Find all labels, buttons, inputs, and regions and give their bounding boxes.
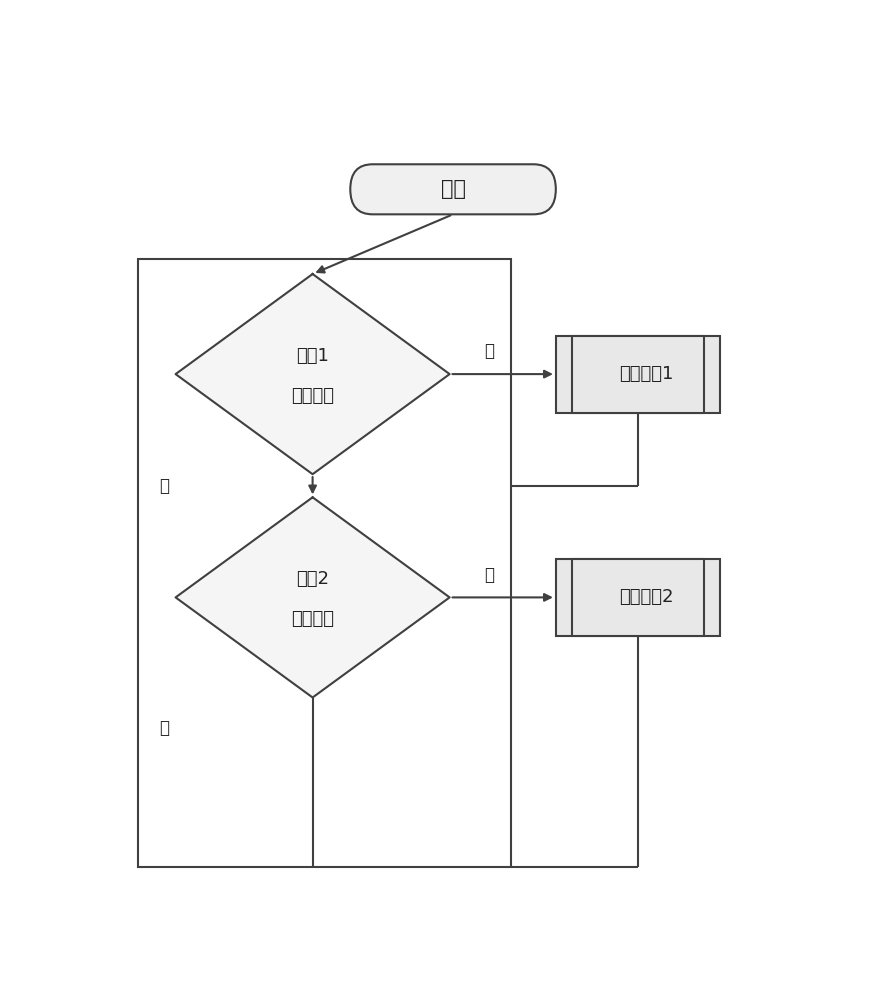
- Text: 否: 否: [159, 719, 169, 737]
- Text: 是: 是: [484, 342, 494, 360]
- Bar: [556, 336, 720, 413]
- Text: 上申: 上申: [440, 179, 466, 199]
- Polygon shape: [176, 497, 450, 698]
- Text: 植株2: 植株2: [296, 570, 329, 588]
- Bar: [572, 336, 704, 413]
- Text: 单路流程2: 单路流程2: [619, 588, 674, 606]
- FancyBboxPatch shape: [350, 164, 556, 214]
- Text: 植株1: 植株1: [296, 347, 329, 365]
- Bar: [556, 559, 720, 636]
- Text: 否: 否: [159, 477, 169, 495]
- Text: 是否缺水: 是否缺水: [291, 610, 334, 628]
- Bar: [572, 559, 704, 636]
- Polygon shape: [176, 274, 450, 474]
- Text: 单路流程1: 单路流程1: [619, 365, 674, 383]
- Text: 是否缺水: 是否缺水: [291, 387, 334, 405]
- Text: 是: 是: [484, 566, 494, 584]
- Bar: [138, 259, 511, 867]
